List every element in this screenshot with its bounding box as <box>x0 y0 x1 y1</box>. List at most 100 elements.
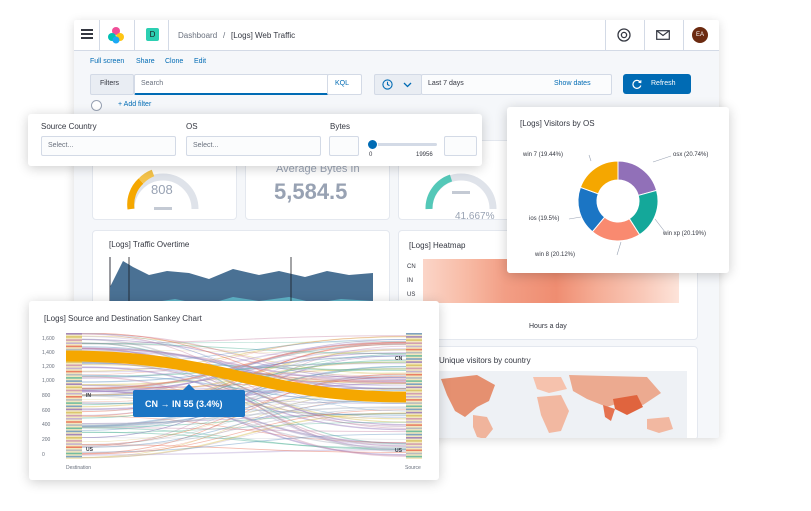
donut-slice-win-7[interactable] <box>579 160 619 195</box>
os-label-osx: osx (20.74%) <box>673 152 709 158</box>
sankey-node-stripe <box>66 333 82 335</box>
sankey-node-stripe <box>406 339 422 341</box>
share-link[interactable]: Share <box>136 58 155 65</box>
sankey-flow <box>81 341 407 390</box>
donut-slice-osx[interactable] <box>617 160 658 197</box>
os-label-winxp: win xp (20.19%) <box>663 231 707 237</box>
date-quick-menu[interactable] <box>374 74 422 95</box>
sankey-node-stripe <box>66 443 82 445</box>
space-avatar[interactable]: D <box>146 28 159 41</box>
sankey-ytick: 600 <box>42 408 51 414</box>
sankey-node-stripe <box>66 452 82 455</box>
sankey-node-stripe <box>66 348 82 351</box>
search-input[interactable]: Search <box>134 74 329 95</box>
add-filter-link[interactable]: + Add filter <box>118 101 152 108</box>
sankey-node-stripe <box>406 408 422 411</box>
donut-chart <box>568 154 672 256</box>
sankey-node-stripe <box>66 392 82 395</box>
sankey-ytick: 400 <box>42 422 51 428</box>
clone-link[interactable]: Clone <box>165 58 184 65</box>
sankey-left-axis-label: Destination <box>66 465 92 471</box>
show-dates-link[interactable]: Show dates <box>554 80 591 87</box>
traffic-overtime-title: [Logs] Traffic Overtime <box>109 240 190 249</box>
sankey-flow <box>81 339 407 380</box>
sankey-node-stripe <box>66 389 82 392</box>
bytes-slider-handle[interactable] <box>367 139 378 150</box>
sankey-node-stripe <box>406 421 422 423</box>
sankey-tooltip-text: CN → IN 55 (3.4%) <box>145 399 223 409</box>
sankey-node-stripe <box>66 386 82 389</box>
sankey-ytick: 1,200 <box>42 364 55 370</box>
bytes-min-input[interactable] <box>329 136 359 156</box>
sankey-node-stripe <box>66 377 82 379</box>
sankey-flow <box>81 336 407 372</box>
breadcrumb-separator: / <box>223 31 226 40</box>
menu-icon[interactable] <box>81 29 93 39</box>
os-label-win7: win 7 (19.44%) <box>523 152 564 158</box>
sankey-node-stripe <box>406 455 422 458</box>
kibana-logo-icon[interactable] <box>107 26 125 44</box>
highlight-flow <box>66 350 407 403</box>
sankey-node-stripe <box>66 373 82 376</box>
kql-button[interactable]: KQL <box>327 74 362 95</box>
sankey-node-stripe <box>406 351 422 354</box>
controls-card: Source Country Select... OS Select... By… <box>28 114 482 166</box>
bytes-slider-track[interactable] <box>371 143 437 146</box>
sankey-flow <box>81 350 407 354</box>
sankey-node-stripe <box>66 405 82 408</box>
sankey-node-stripe <box>66 361 82 363</box>
sankey-node-stripe <box>406 449 422 452</box>
sankey-node-stripe <box>406 370 422 373</box>
source-country-select[interactable]: Select... <box>41 136 176 156</box>
refresh-icon <box>632 79 642 89</box>
sankey-node-stripe <box>406 405 422 408</box>
os-label-ios: ios (19.5%) <box>529 216 560 222</box>
sankey-flow <box>81 380 407 389</box>
sankey-node-stripe <box>406 361 422 363</box>
sankey-node-stripe <box>66 370 82 373</box>
sankey-node-stripe <box>66 424 82 426</box>
sankey-node-label: US <box>86 447 93 453</box>
bytes-max-input[interactable] <box>444 136 477 156</box>
sankey-flow <box>81 431 407 449</box>
sankey-node-stripe <box>406 377 422 379</box>
mail-icon[interactable] <box>656 30 670 40</box>
sankey-node-stripe <box>66 408 82 411</box>
sankey-flow <box>81 343 407 360</box>
full-screen-link[interactable]: Full screen <box>90 58 125 65</box>
breadcrumb-dashboard[interactable]: Dashboard <box>178 31 218 40</box>
filters-button[interactable]: Filters <box>90 74 134 95</box>
sankey-ytick: 0 <box>42 452 45 458</box>
help-icon[interactable] <box>617 28 631 42</box>
sankey-right-axis-label: Source <box>405 465 421 471</box>
sankey-node-stripe <box>406 433 422 436</box>
sankey-chart <box>66 333 422 459</box>
os-select[interactable]: Select... <box>186 136 321 156</box>
top-nav-bar: D Dashboard / [Logs] Web Traffic EA <box>74 20 719 51</box>
gauge-arc-2 <box>425 173 497 210</box>
refresh-button[interactable]: Refresh <box>623 74 691 94</box>
source-country-label: Source Country <box>41 122 97 131</box>
sankey-node-stripe <box>406 402 422 404</box>
chevron-down-icon <box>403 82 412 88</box>
sankey-flow <box>81 341 407 344</box>
sankey-node-stripe <box>406 342 422 344</box>
sankey-node-stripe <box>66 455 82 458</box>
sankey-flow <box>81 335 407 344</box>
sankey-node-stripe <box>66 433 82 436</box>
sankey-node-stripe <box>406 383 422 385</box>
heatmap-row-label: CN <box>407 264 416 270</box>
date-range-picker[interactable]: Last 7 days Show dates <box>421 74 612 95</box>
visitors-by-os-title: [Logs] Visitors by OS <box>520 119 595 128</box>
sankey-flow <box>81 413 407 424</box>
user-avatar[interactable]: EA <box>692 27 708 43</box>
sankey-node-stripe <box>406 336 422 338</box>
sankey-node-stripe <box>406 392 422 395</box>
sankey-node-stripe <box>406 367 422 370</box>
sankey-flow <box>81 341 407 380</box>
edit-link[interactable]: Edit <box>194 58 207 65</box>
visitors-by-os-card: [Logs] Visitors by OS osx (20.74%) win x… <box>507 107 729 273</box>
sankey-node-stripe <box>406 399 422 401</box>
filter-toggle[interactable] <box>91 100 102 111</box>
sankey-node-stripe <box>66 427 82 430</box>
